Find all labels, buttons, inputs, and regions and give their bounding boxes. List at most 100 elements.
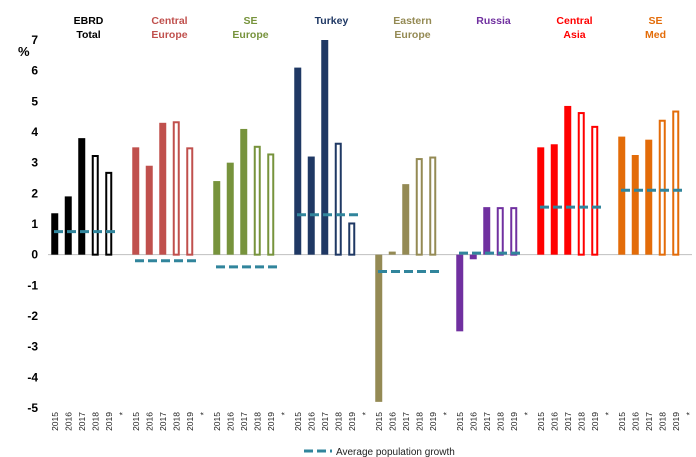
bar bbox=[226, 162, 234, 255]
x-tick-label: 2018 bbox=[333, 412, 343, 431]
group-label: Europe bbox=[394, 29, 430, 41]
bar bbox=[375, 254, 383, 402]
x-tick-label: 2018 bbox=[90, 412, 100, 431]
x-tick-label: 2018 bbox=[414, 412, 424, 431]
x-tick-label: 2016 bbox=[306, 412, 316, 431]
x-tick-label: 2015 bbox=[374, 412, 384, 431]
group-label: Total bbox=[76, 29, 100, 41]
x-tick-label: 2019 bbox=[509, 412, 519, 431]
group-label: Europe bbox=[232, 29, 268, 41]
x-tick-label: 2017 bbox=[482, 412, 492, 431]
group-label: Europe bbox=[151, 29, 187, 41]
x-tick-label: 2019 bbox=[266, 412, 276, 431]
x-tick-label: 2015 bbox=[617, 412, 627, 431]
x-tick-label: 2018 bbox=[171, 412, 181, 431]
bar bbox=[577, 112, 585, 256]
x-tick-label: 2019 bbox=[428, 412, 438, 431]
x-tick-label: 2018 bbox=[495, 412, 505, 431]
x-tick-label: 2016 bbox=[225, 412, 235, 431]
bar bbox=[64, 196, 72, 255]
x-tick-label: * bbox=[684, 411, 694, 415]
bar bbox=[510, 207, 518, 256]
x-tick-label: 2017 bbox=[401, 412, 411, 431]
bar bbox=[591, 125, 599, 256]
x-tick-label: 2016 bbox=[387, 412, 397, 431]
bar bbox=[267, 153, 275, 256]
x-tick-label: 2015 bbox=[536, 412, 546, 431]
bar bbox=[294, 67, 302, 255]
bar bbox=[496, 207, 504, 256]
bar bbox=[631, 155, 639, 255]
group-labels: EBRD Total Central Europe SE Europe Turkey East… bbox=[74, 15, 666, 41]
y-tick-label: 0 bbox=[31, 248, 38, 262]
group-label: Central bbox=[556, 15, 592, 27]
bar bbox=[618, 136, 626, 255]
group-label: Eastern bbox=[393, 15, 432, 27]
x-tick-label: 2019 bbox=[347, 412, 357, 431]
bar bbox=[253, 145, 261, 256]
x-tick-label: 2016 bbox=[468, 412, 478, 431]
y-tick-label: 7 bbox=[31, 33, 38, 47]
bar bbox=[348, 222, 356, 256]
bar bbox=[172, 121, 180, 256]
x-tick-label: 2018 bbox=[657, 412, 667, 431]
x-tick-label: * bbox=[522, 411, 532, 415]
bar bbox=[78, 138, 86, 255]
x-tick-label: 2019 bbox=[671, 412, 681, 431]
bars bbox=[51, 40, 680, 402]
bar bbox=[159, 122, 167, 255]
bar bbox=[186, 147, 194, 256]
average-population-lines bbox=[54, 188, 685, 274]
x-tick-label: * bbox=[603, 411, 613, 415]
bar bbox=[240, 128, 248, 255]
y-axis: % -5 -4 -3 -2 -1 0 1 2 3 4 5 6 7 bbox=[18, 33, 38, 415]
group-label: SE bbox=[648, 15, 662, 27]
bar bbox=[564, 105, 572, 255]
y-axis-label: % bbox=[18, 44, 30, 59]
bar bbox=[321, 40, 329, 255]
bar bbox=[132, 147, 140, 255]
x-tick-label: * bbox=[279, 411, 289, 415]
bar bbox=[402, 184, 410, 255]
bar bbox=[105, 171, 113, 256]
y-tick-label: 2 bbox=[31, 186, 38, 200]
y-tick-label: -2 bbox=[27, 309, 38, 323]
x-tick-label: 2016 bbox=[549, 412, 559, 431]
bar bbox=[469, 254, 477, 260]
bar bbox=[456, 254, 464, 332]
x-tick-label: * bbox=[360, 411, 370, 415]
x-tick-label: 2016 bbox=[630, 412, 640, 431]
x-tick-label: 2018 bbox=[576, 412, 586, 431]
x-tick-label: 2017 bbox=[77, 412, 87, 431]
x-tick-label: 2019 bbox=[104, 412, 114, 431]
bar bbox=[51, 213, 59, 255]
x-tick-label: 2019 bbox=[590, 412, 600, 431]
x-tick-label: 2015 bbox=[131, 412, 141, 431]
bar bbox=[213, 181, 221, 255]
group-label: EBRD bbox=[74, 15, 104, 27]
bar bbox=[334, 142, 342, 256]
bar bbox=[645, 139, 653, 255]
x-tick-label: 2017 bbox=[239, 412, 249, 431]
x-tick-label: 2016 bbox=[63, 412, 73, 431]
y-tick-label: -1 bbox=[27, 278, 38, 292]
x-axis-ticks: 2015 2016 2017 2018 2019 * 2015 2016 2017 2018 201… bbox=[50, 411, 695, 431]
bar bbox=[388, 251, 396, 255]
x-tick-label: 2015 bbox=[212, 412, 222, 431]
bar bbox=[550, 144, 558, 255]
y-tick-label: -3 bbox=[27, 340, 38, 354]
bar bbox=[145, 165, 153, 255]
x-tick-label: 2015 bbox=[50, 412, 60, 431]
bar bbox=[91, 155, 99, 256]
bar bbox=[672, 110, 680, 256]
x-tick-label: 2018 bbox=[252, 412, 262, 431]
bar bbox=[429, 156, 437, 256]
legend-label: Average population growth bbox=[336, 447, 455, 457]
bar bbox=[415, 158, 423, 256]
group-label: SE bbox=[243, 15, 257, 27]
x-tick-label: 2019 bbox=[185, 412, 195, 431]
y-tick-label: 6 bbox=[31, 64, 38, 78]
y-tick-label: 1 bbox=[31, 217, 38, 231]
y-tick-label: 4 bbox=[31, 125, 38, 139]
